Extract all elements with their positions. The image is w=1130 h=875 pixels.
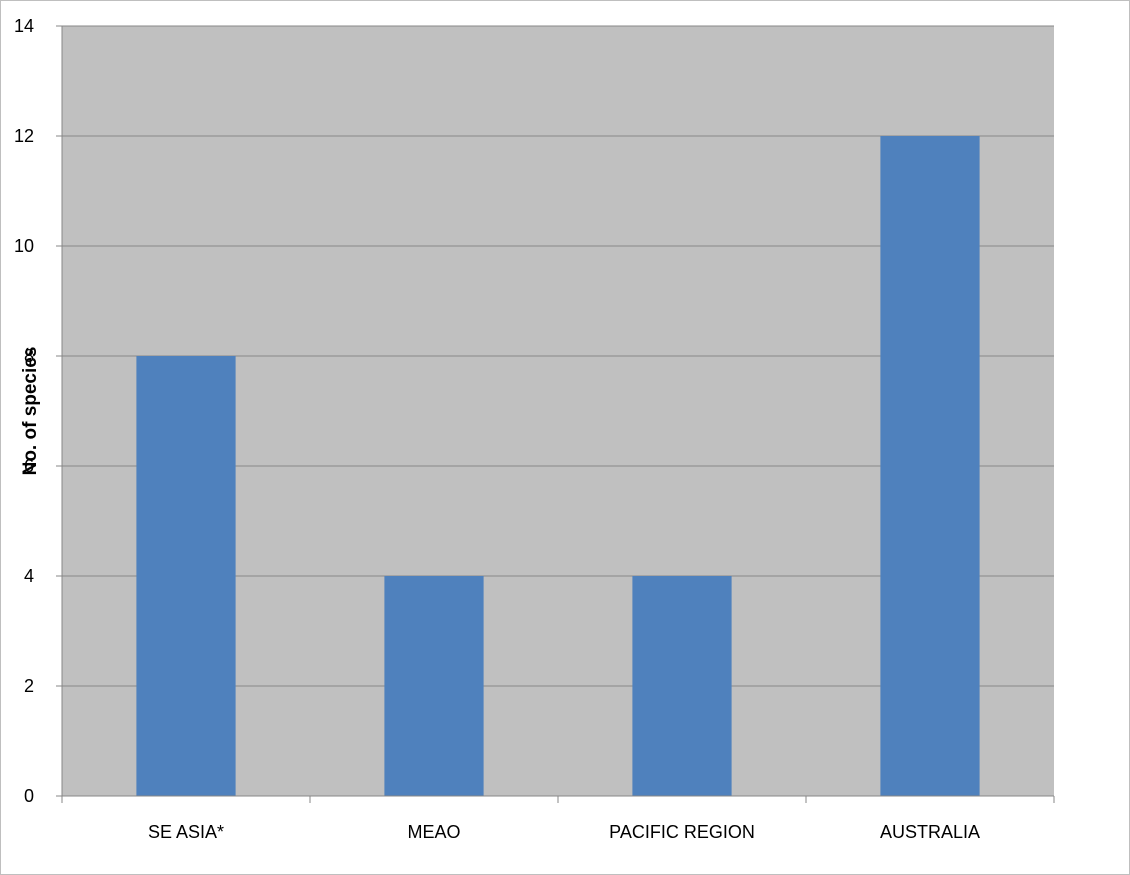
y-tick-label: 0 xyxy=(24,786,34,806)
y-axis-title: No. of species xyxy=(20,347,41,476)
bar-meao xyxy=(384,576,484,796)
x-category-label: AUSTRALIA xyxy=(880,822,980,842)
y-tick-label: 2 xyxy=(24,676,34,696)
y-tick-label: 8 xyxy=(24,346,34,366)
x-category-label: MEAO xyxy=(407,822,460,842)
bar-se-asia xyxy=(136,356,236,796)
bar-pacific-region xyxy=(632,576,732,796)
y-tick-label: 10 xyxy=(14,236,34,256)
bar-australia xyxy=(880,136,980,796)
y-tick-label: 4 xyxy=(24,566,34,586)
x-category-label: SE ASIA* xyxy=(148,822,224,842)
bars xyxy=(136,136,980,796)
y-tick-label: 14 xyxy=(14,16,34,36)
x-axis-ticks xyxy=(61,796,1055,803)
y-tick-label: 6 xyxy=(24,456,34,476)
y-axis-tick-labels: 0 2 4 6 8 10 12 14 xyxy=(14,16,34,806)
x-axis-tick-labels: SE ASIA* MEAO PACIFIC REGION AUSTRALIA xyxy=(148,822,980,842)
x-category-label: PACIFIC REGION xyxy=(609,822,755,842)
y-tick-label: 12 xyxy=(14,126,34,146)
